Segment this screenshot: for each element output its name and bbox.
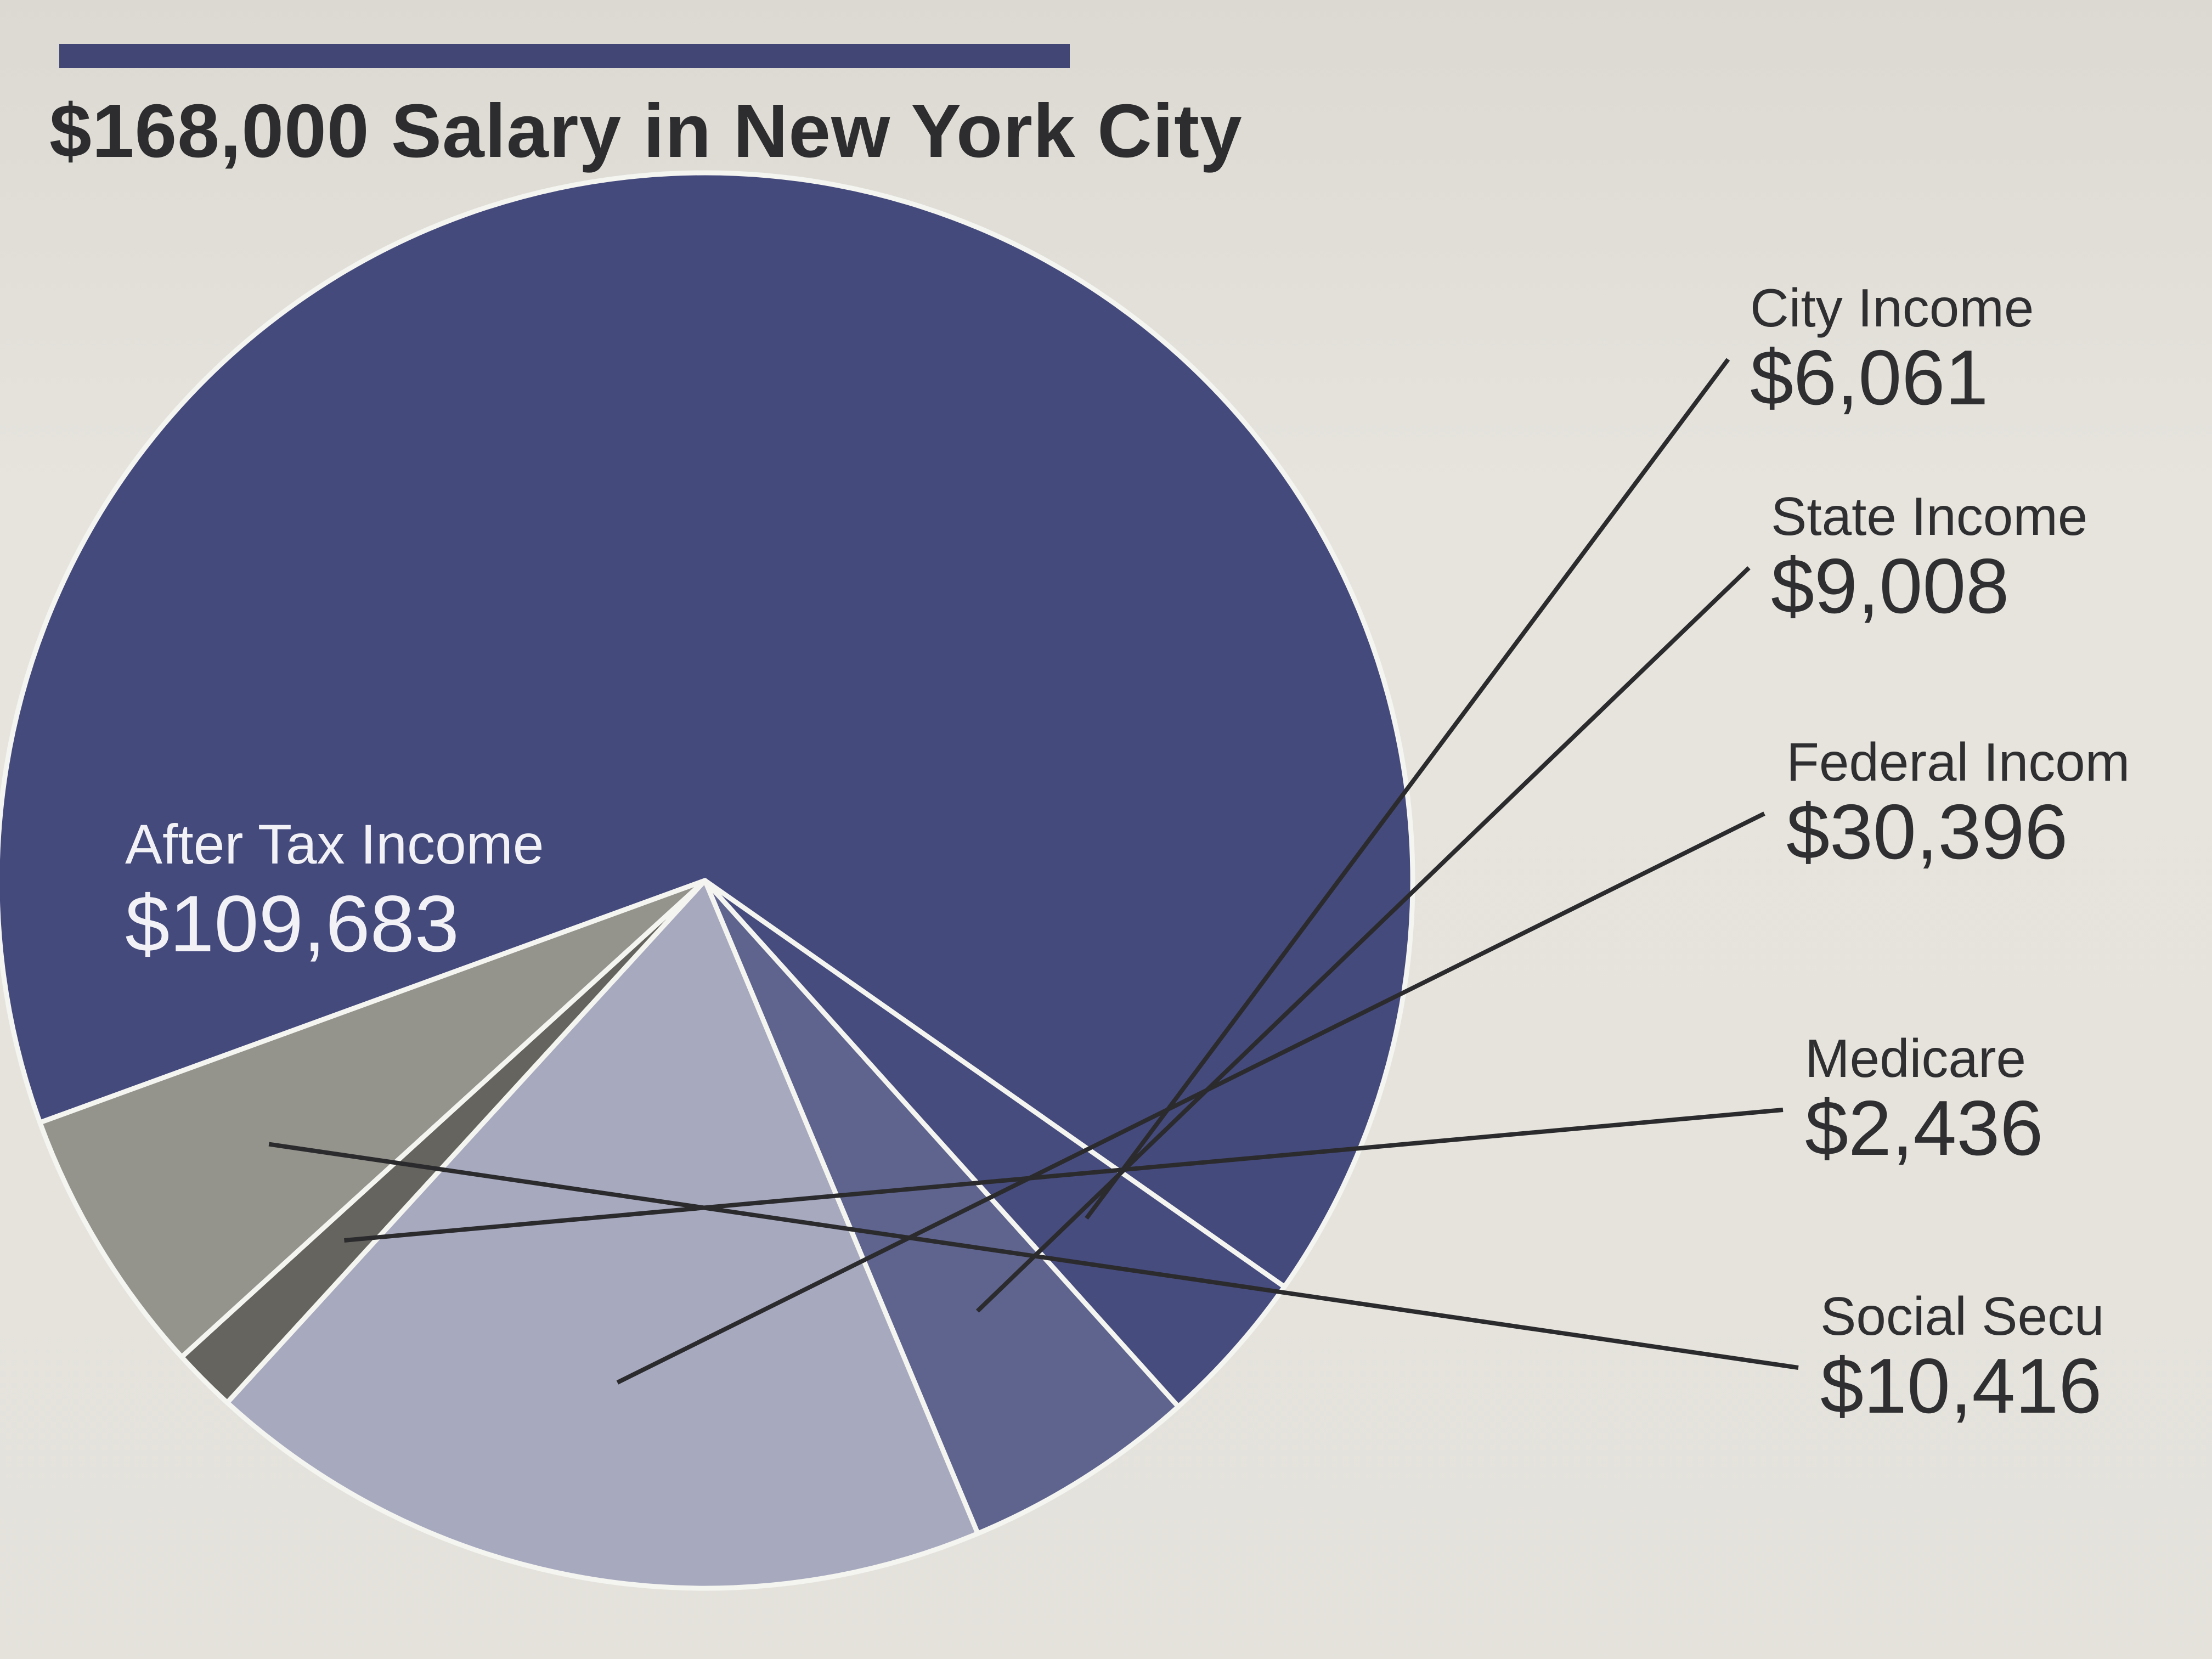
slice-value: $109,683 [125, 882, 544, 967]
slice-name: City Income [1750, 280, 2034, 337]
slice-value: $10,416 [1820, 1345, 2104, 1428]
slice-name: Medicare [1805, 1030, 2043, 1087]
slice-value: $2,436 [1805, 1087, 2043, 1170]
slice-value: $30,396 [1786, 791, 2130, 874]
label-city-income: City Income $6,061 [1750, 280, 2034, 419]
label-after-tax-income: After Tax Income $109,683 [125, 815, 544, 967]
label-state-income: State Income $9,008 [1771, 488, 2087, 628]
label-medicare: Medicare $2,436 [1805, 1030, 2043, 1170]
slice-name: State Income [1771, 488, 2087, 545]
slice-name: Social Secu [1820, 1288, 2104, 1345]
slice-value: $9,008 [1771, 545, 2087, 628]
label-federal-income: Federal Incom $30,396 [1786, 734, 2130, 873]
slice-name: Federal Incom [1786, 734, 2130, 791]
slice-value: $6,061 [1750, 337, 2034, 420]
slice-name: After Tax Income [125, 815, 544, 874]
label-social-security: Social Secu $10,416 [1820, 1288, 2104, 1427]
